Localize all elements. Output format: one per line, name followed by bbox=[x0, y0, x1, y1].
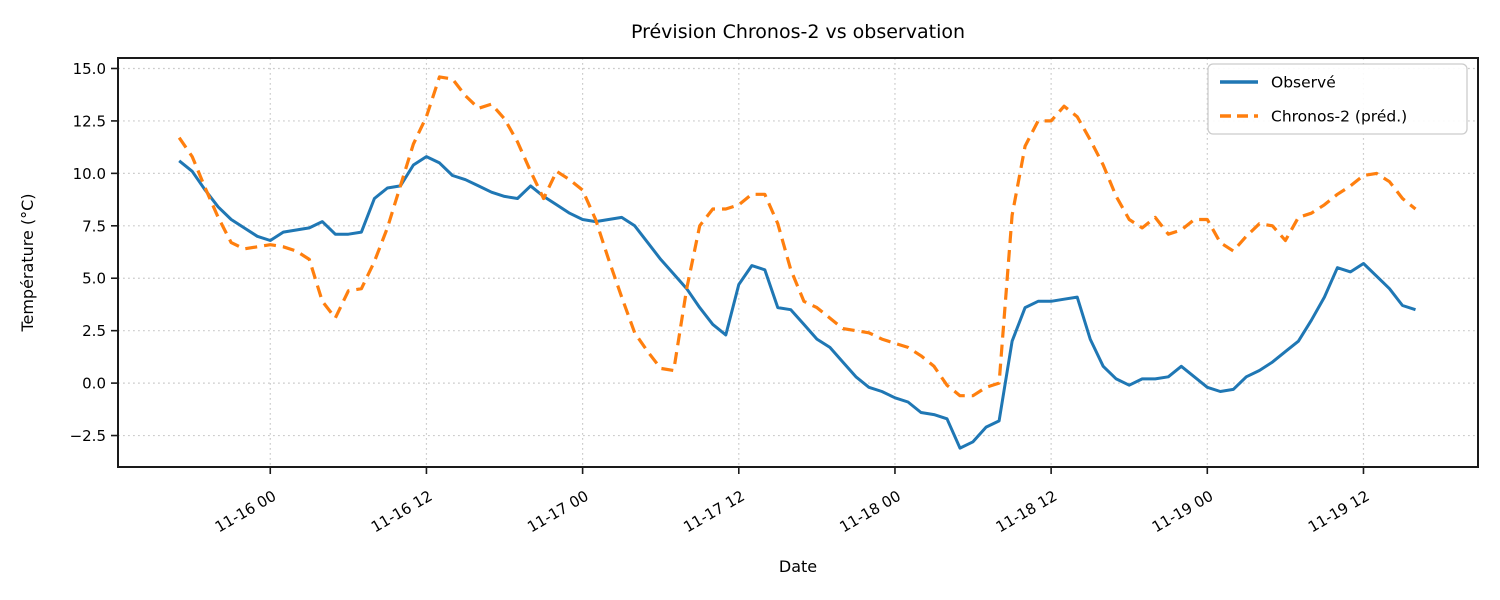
y-tick-label: 15.0 bbox=[73, 60, 106, 78]
y-tick-label: 10.0 bbox=[73, 165, 106, 183]
x-axis: 11-16 00 11-16 12 11-17 00 11-17 12 11-18 00… bbox=[212, 467, 1372, 536]
y-axis-label: Température (°C) bbox=[18, 193, 37, 332]
axes-spines bbox=[117, 57, 1479, 468]
x-tick-label: 11-18 00 bbox=[837, 487, 904, 536]
x-tick-label: 11-17 12 bbox=[680, 487, 747, 536]
x-tick-label: 11-16 12 bbox=[368, 487, 435, 536]
predicted-line bbox=[177, 75, 1417, 398]
y-tick-label: 7.5 bbox=[82, 217, 106, 235]
x-tick-label: 11-16 00 bbox=[212, 487, 279, 536]
x-tick-label: 11-17 00 bbox=[524, 487, 591, 536]
y-tick-label: −2.5 bbox=[70, 427, 106, 445]
legend-box bbox=[1207, 63, 1468, 135]
legend: Observé Chronos-2 (préd.) bbox=[1207, 63, 1468, 135]
legend-observed-label: Observé bbox=[1271, 74, 1336, 92]
chart-title: Prévision Chronos-2 vs observation bbox=[631, 21, 965, 43]
x-tick-label: 11-19 12 bbox=[1305, 487, 1372, 536]
observed-line bbox=[178, 155, 1416, 450]
y-tick-label: 0.0 bbox=[82, 375, 106, 393]
y-tick-label: 5.0 bbox=[82, 270, 106, 288]
y-axis: 15.0 12.5 10.0 7.5 5.0 2.5 0.0 −2.5 bbox=[70, 60, 118, 445]
y-tick-label: 12.5 bbox=[73, 112, 106, 130]
x-tick-label: 11-18 12 bbox=[993, 487, 1060, 536]
x-axis-label: Date bbox=[779, 557, 817, 576]
y-tick-label: 2.5 bbox=[82, 322, 106, 340]
x-tick-label: 11-19 00 bbox=[1149, 487, 1216, 536]
legend-predicted-label: Chronos-2 (préd.) bbox=[1271, 108, 1407, 126]
